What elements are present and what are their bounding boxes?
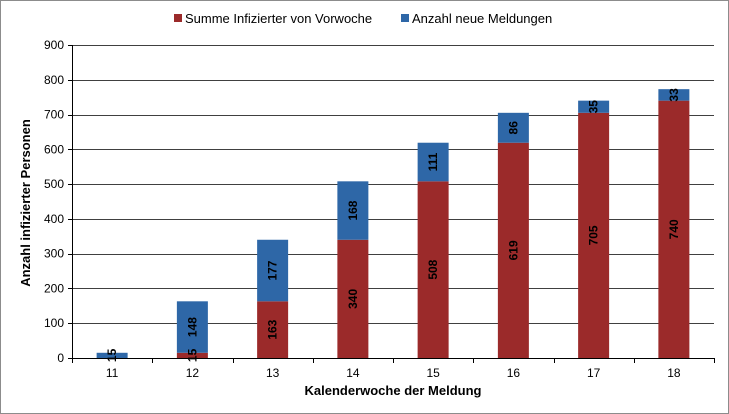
- x-tick-label: 18: [667, 366, 681, 380]
- data-label-series-2: 86: [506, 121, 520, 135]
- bar-segment-series-2: [257, 239, 289, 302]
- data-label-series-1: 740: [667, 219, 681, 239]
- bar-segment-series-1: [417, 181, 449, 358]
- x-axis-tick-labels: 11 12 13 14 15 16 17 18: [106, 366, 681, 380]
- x-tick-label: 15: [426, 366, 440, 380]
- bar-data-labels: 15 15 148 163 177 340 168 508 111 619 86 705 35 740 33: [105, 88, 681, 362]
- data-label-series-2: 15: [105, 348, 119, 362]
- bar-segment-series-2: [578, 100, 610, 113]
- y-tick-label: 700: [44, 108, 64, 122]
- y-tick-label: 800: [44, 73, 64, 87]
- y-tick-label: 500: [44, 177, 64, 191]
- legend-label-series-1: Summe Infizierter von Vorwoche: [185, 11, 372, 26]
- legend-label-series-2: Anzahl neue Meldungen: [412, 11, 552, 26]
- x-tick-label: 12: [186, 366, 200, 380]
- data-label-series-2: 111: [426, 152, 440, 171]
- data-label-series-1: 705: [587, 225, 601, 245]
- data-label-series-1: 15: [185, 348, 199, 362]
- data-label-series-2: 35: [587, 100, 601, 114]
- y-tick-label: 0: [57, 351, 64, 365]
- legend: Summe Infizierter von Vorwoche Anzahl ne…: [174, 11, 552, 26]
- y-tick-label: 900: [44, 38, 64, 52]
- x-tick-label: 16: [507, 366, 521, 380]
- x-tick-label: 11: [106, 366, 119, 380]
- bar-segment-series-2: [497, 112, 529, 143]
- y-axis-tick-labels: 0 100 200 300 400 500 600 700 800 900: [44, 38, 64, 365]
- y-tick-label: 200: [44, 281, 64, 295]
- bar-segment-series-2: [176, 301, 208, 353]
- bar-segment-series-2: [96, 352, 128, 358]
- data-label-series-1: 340: [346, 289, 360, 309]
- data-label-series-2: 33: [667, 88, 681, 102]
- bar-segment-series-1: [497, 142, 529, 358]
- y-tick-label: 400: [44, 212, 64, 226]
- x-tick-label: 14: [346, 366, 360, 380]
- bar-segment-series-2: [417, 142, 449, 182]
- data-label-series-2: 148: [185, 317, 199, 337]
- bar-segment-series-1: [578, 112, 610, 358]
- bar-segment-series-2: [337, 181, 369, 240]
- legend-swatch-series-1: [174, 14, 182, 22]
- bar-segment-series-2: [658, 89, 690, 101]
- data-label-series-1: 163: [266, 319, 280, 339]
- bar-segment-series-1: [257, 301, 289, 358]
- x-tick-label: 13: [266, 366, 280, 380]
- y-tick-label: 600: [44, 142, 64, 156]
- data-label-series-1: 619: [506, 240, 520, 260]
- gridlines: [72, 45, 714, 324]
- y-tick-label: 100: [44, 316, 64, 330]
- data-label-series-2: 177: [266, 260, 280, 280]
- y-axis-title: Anzahl infizierter Personen: [18, 119, 33, 287]
- bar-segment-series-1: [658, 100, 690, 359]
- axes: [68, 45, 715, 363]
- legend-swatch-series-2: [401, 14, 409, 22]
- x-tick-label: 17: [587, 366, 601, 380]
- bar-segment-series-1: [337, 239, 369, 358]
- data-label-series-1: 508: [426, 259, 440, 279]
- bars: [96, 89, 690, 359]
- data-label-series-2: 168: [346, 200, 360, 220]
- bar-segment-series-1: [176, 352, 208, 358]
- y-tick-label: 300: [44, 247, 64, 261]
- x-axis-title: Kalenderwoche der Meldung: [305, 383, 482, 398]
